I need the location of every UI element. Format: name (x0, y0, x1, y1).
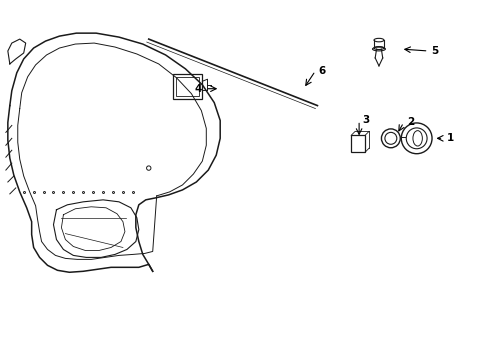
Text: 5: 5 (431, 46, 438, 56)
Text: 6: 6 (318, 66, 325, 76)
Text: 1: 1 (446, 133, 453, 143)
Bar (175, 77, 199, 96)
Text: 3: 3 (361, 116, 368, 126)
Bar (172, 74, 202, 99)
Text: 2: 2 (406, 117, 413, 127)
Bar (350, 135, 365, 152)
Text: 4: 4 (195, 84, 202, 94)
